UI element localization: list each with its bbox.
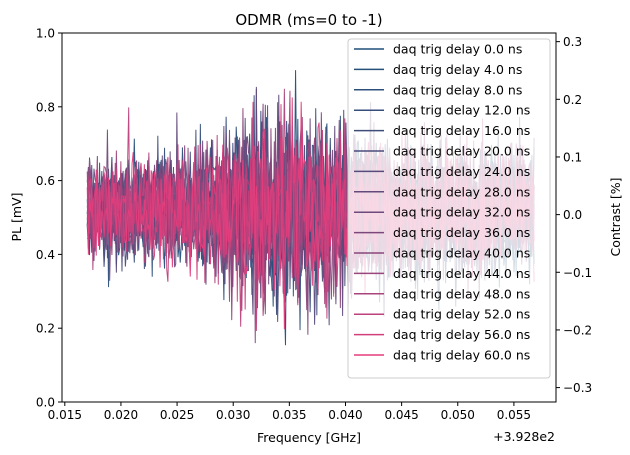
plot-frame bbox=[61, 32, 557, 403]
legend-entry: daq trig delay 28.0 ns bbox=[393, 184, 530, 199]
y-axis-ticks: 0.0 0.2 0.4 0.6 0.8 1.0 bbox=[36, 27, 62, 410]
legend-entry: daq trig delay 60.0 ns bbox=[393, 348, 530, 363]
x-tick-label: 0.015 bbox=[48, 408, 82, 422]
legend-entry: daq trig delay 56.0 ns bbox=[393, 327, 530, 342]
y-tick-label: 0.2 bbox=[36, 322, 55, 336]
legend-entry: daq trig delay 4.0 ns bbox=[393, 62, 522, 77]
y2-tick-label: 0.0 bbox=[563, 208, 582, 222]
x-tick-label: 0.020 bbox=[104, 408, 138, 422]
y-tick-label: 0.8 bbox=[36, 100, 55, 114]
legend-entry: daq trig delay 40.0 ns bbox=[393, 246, 530, 261]
legend-entry: daq trig delay 0.0 ns bbox=[393, 42, 522, 57]
y-tick-label: 0.6 bbox=[36, 174, 55, 188]
x-offset-label: +3.928e2 bbox=[493, 429, 555, 444]
y2-axis-label: Contrast [%] bbox=[608, 177, 623, 256]
legend-entry: daq trig delay 48.0 ns bbox=[393, 286, 530, 301]
y2-tick-label: 0.2 bbox=[563, 93, 582, 107]
x-tick-label: 0.050 bbox=[441, 408, 475, 422]
x-axis-ticks: 0.015 0.020 0.025 0.030 0.035 0.040 0.045 0.050… bbox=[48, 402, 531, 422]
y2-tick-label: −0.2 bbox=[563, 323, 592, 337]
y2-tick-label: 0.1 bbox=[563, 150, 582, 164]
x-axis-label: Frequency [GHz] bbox=[257, 430, 361, 445]
x-tick-label: 0.025 bbox=[160, 408, 194, 422]
legend-entry: daq trig delay 52.0 ns bbox=[393, 307, 530, 322]
y2-tick-label: −0.3 bbox=[563, 381, 592, 395]
y-tick-label: 0.0 bbox=[36, 396, 55, 410]
legend-entry: daq trig delay 44.0 ns bbox=[393, 266, 530, 281]
legend: daq trig delay 0.0 ns daq trig delay 4.0 … bbox=[347, 38, 551, 379]
y-tick-label: 1.0 bbox=[36, 27, 55, 41]
y2-tick-label: 0.3 bbox=[563, 35, 582, 49]
chart-title: ODMR (ms=0 to -1) bbox=[235, 11, 382, 29]
x-tick-label: 0.030 bbox=[216, 408, 250, 422]
legend-entry: daq trig delay 20.0 ns bbox=[393, 144, 530, 159]
y-axis-label: PL [mV] bbox=[9, 193, 24, 242]
legend-entry: daq trig delay 24.0 ns bbox=[393, 164, 530, 179]
legend-entry: daq trig delay 16.0 ns bbox=[393, 123, 530, 138]
y-tick-label: 0.4 bbox=[36, 248, 55, 262]
legend-box bbox=[347, 38, 551, 379]
x-tick-label: 0.045 bbox=[384, 408, 418, 422]
legend-entry: daq trig delay 8.0 ns bbox=[393, 82, 522, 97]
x-tick-label: 0.055 bbox=[497, 408, 531, 422]
y2-axis-ticks: −0.3 −0.2 −0.1 0.0 0.1 0.2 0.3 bbox=[556, 35, 592, 395]
y2-tick-label: −0.1 bbox=[563, 266, 592, 280]
legend-entry: daq trig delay 12.0 ns bbox=[393, 103, 530, 118]
x-tick-label: 0.040 bbox=[328, 408, 362, 422]
x-tick-label: 0.035 bbox=[272, 408, 306, 422]
legend-entry: daq trig delay 32.0 ns bbox=[393, 205, 530, 220]
legend-entry: daq trig delay 36.0 ns bbox=[393, 225, 530, 240]
